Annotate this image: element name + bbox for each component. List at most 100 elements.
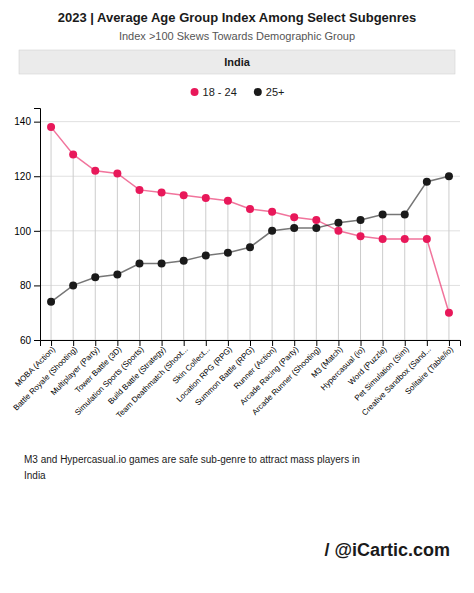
legend-label: 18 - 24 xyxy=(203,86,237,98)
point xyxy=(180,191,188,199)
x-tick-line xyxy=(95,340,96,346)
x-tick-line xyxy=(250,340,251,346)
point xyxy=(47,298,55,306)
point xyxy=(246,243,254,251)
legend-marker xyxy=(254,88,262,96)
point xyxy=(113,170,121,178)
x-tick-line xyxy=(383,340,384,346)
point xyxy=(180,257,188,265)
point xyxy=(47,123,55,131)
x-tick-line xyxy=(272,340,273,346)
branding: / @iCartic.com xyxy=(324,540,450,561)
point xyxy=(312,216,320,224)
point xyxy=(91,273,99,281)
stem xyxy=(183,195,184,340)
x-tick-line xyxy=(294,340,295,346)
y-tick-label: 80 xyxy=(20,280,32,291)
x-tick-line xyxy=(73,340,74,346)
point xyxy=(69,150,77,158)
y-axis: 60 80 100 120 140 xyxy=(14,109,40,346)
series-line xyxy=(51,176,449,302)
point xyxy=(445,172,453,180)
x-tick-line xyxy=(117,340,118,346)
stem xyxy=(294,217,295,340)
y-tick: 80 xyxy=(20,280,40,291)
x-tick-label: Solitaire (Table/io) xyxy=(403,345,455,397)
y-tick-line xyxy=(34,176,40,177)
x-tick-line xyxy=(449,340,450,346)
point xyxy=(423,178,431,186)
point xyxy=(135,186,143,194)
x-tick-line xyxy=(184,340,185,346)
point xyxy=(202,194,210,202)
x-tick: Solitaire (Table/io) xyxy=(403,340,455,396)
x-tick-line xyxy=(316,340,317,346)
title: 2023 | Average Age Group Index Among Sel… xyxy=(58,10,417,25)
point xyxy=(202,251,210,259)
y-tick-line xyxy=(34,231,40,232)
stem xyxy=(205,198,206,340)
subtitle: Index >100 Skews Towards Demographic Gro… xyxy=(119,30,355,42)
series-points xyxy=(47,172,453,306)
point xyxy=(268,208,276,216)
x-tick-label: Arcade Runner (Shooting) xyxy=(250,345,322,417)
legend-marker xyxy=(191,88,199,96)
point xyxy=(69,281,77,289)
x-tick-line xyxy=(338,340,339,346)
x-tick-line xyxy=(405,340,406,346)
stem xyxy=(338,223,339,340)
point xyxy=(224,197,232,205)
x-tick-line xyxy=(139,340,140,346)
x-tick-line xyxy=(427,340,428,346)
y-tick-label: 100 xyxy=(14,226,31,237)
stem xyxy=(51,127,52,340)
series-points xyxy=(47,123,453,317)
stem xyxy=(404,214,405,340)
point xyxy=(224,249,232,257)
point xyxy=(290,213,298,221)
y-tick: 100 xyxy=(14,226,40,237)
y-tick: 140 xyxy=(14,116,40,127)
annotation: M3 and Hypercasual.io games are safe sub… xyxy=(24,452,360,484)
stems xyxy=(51,127,449,340)
point xyxy=(401,235,409,243)
point xyxy=(158,260,166,268)
point xyxy=(91,167,99,175)
point xyxy=(135,260,143,268)
point xyxy=(334,227,342,235)
y-tick-line xyxy=(34,285,40,286)
point xyxy=(423,235,431,243)
series-line xyxy=(51,127,449,313)
marks xyxy=(47,123,453,340)
grid xyxy=(40,122,460,340)
stem xyxy=(382,214,383,340)
point xyxy=(379,210,387,218)
point xyxy=(401,210,409,218)
point xyxy=(113,270,121,278)
stem xyxy=(316,220,317,340)
x-tick-line xyxy=(206,340,207,346)
chart-svg: 2023 | Average Age Group Index Among Sel… xyxy=(0,0,474,593)
x-tick: Word (Puzzle) xyxy=(347,340,389,387)
point xyxy=(268,227,276,235)
x-tick-label: Skin Collect... xyxy=(171,345,212,386)
legend-label: 25+ xyxy=(266,86,285,98)
y-tick-line xyxy=(34,340,40,341)
legend-item: 25+ xyxy=(254,86,285,98)
x-tick-line xyxy=(228,340,229,346)
y-tick-line xyxy=(34,122,40,123)
stem xyxy=(227,201,228,340)
x-tick-line xyxy=(51,340,52,346)
legend: 18 - 24 25+ xyxy=(191,86,285,98)
y-tick-label: 60 xyxy=(20,335,32,346)
y-axis-line xyxy=(34,109,41,341)
y-tick-label: 120 xyxy=(14,171,31,182)
stem xyxy=(117,174,118,340)
point xyxy=(290,224,298,232)
stem xyxy=(426,182,427,340)
y-tick: 120 xyxy=(14,171,40,182)
nav-bar xyxy=(19,50,455,74)
x-tick: Arcade Runner (Shooting) xyxy=(250,340,322,417)
grid-line xyxy=(40,176,460,177)
point xyxy=(379,235,387,243)
